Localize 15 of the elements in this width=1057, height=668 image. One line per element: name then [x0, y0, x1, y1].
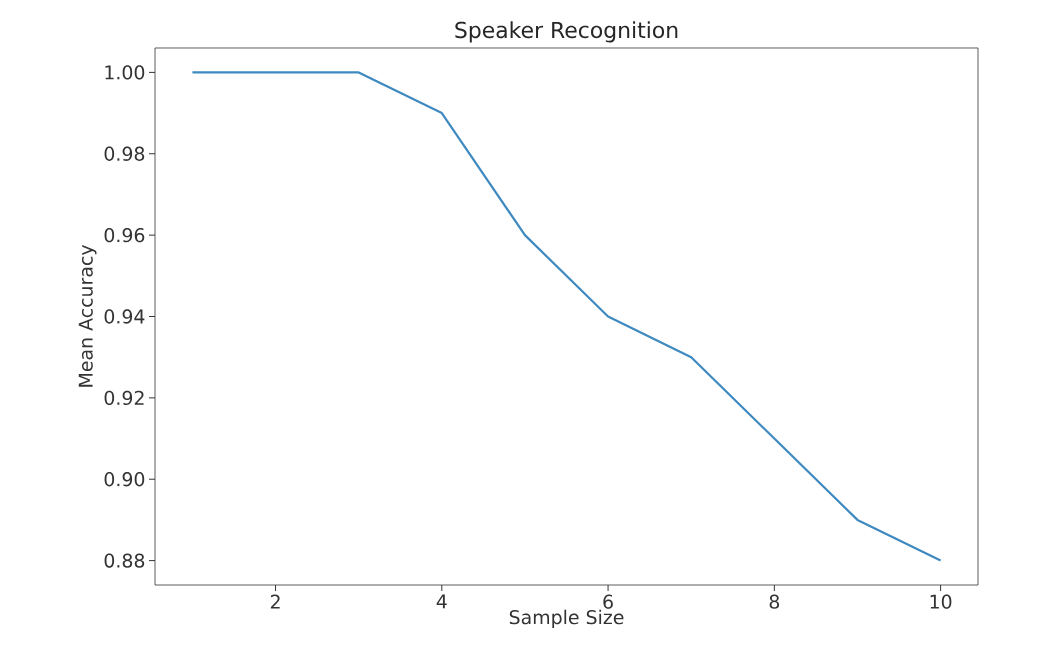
y-tick-label: 0.96	[104, 227, 145, 243]
x-tick-label: 8	[769, 594, 780, 609]
x-tick-label: 10	[930, 594, 952, 609]
x-tick-label: 2	[270, 594, 280, 609]
y-tick-label: 0.88	[104, 553, 145, 568]
y-tick-label: 1.00	[105, 65, 145, 80]
y-tick-label: 0.90	[104, 472, 145, 487]
x-tick-label: 4	[436, 594, 447, 609]
y-tick-label: 0.98	[104, 146, 145, 161]
x-tick-label: 6	[603, 594, 613, 609]
x-axis-title: Sample Size	[509, 609, 624, 628]
chart-title: Speaker Recognition	[455, 21, 678, 43]
y-tick-label: 0.94	[104, 309, 145, 324]
y-axis-title: Mean Accuracy	[78, 245, 97, 387]
y-tick-label: 0.92	[104, 390, 144, 406]
